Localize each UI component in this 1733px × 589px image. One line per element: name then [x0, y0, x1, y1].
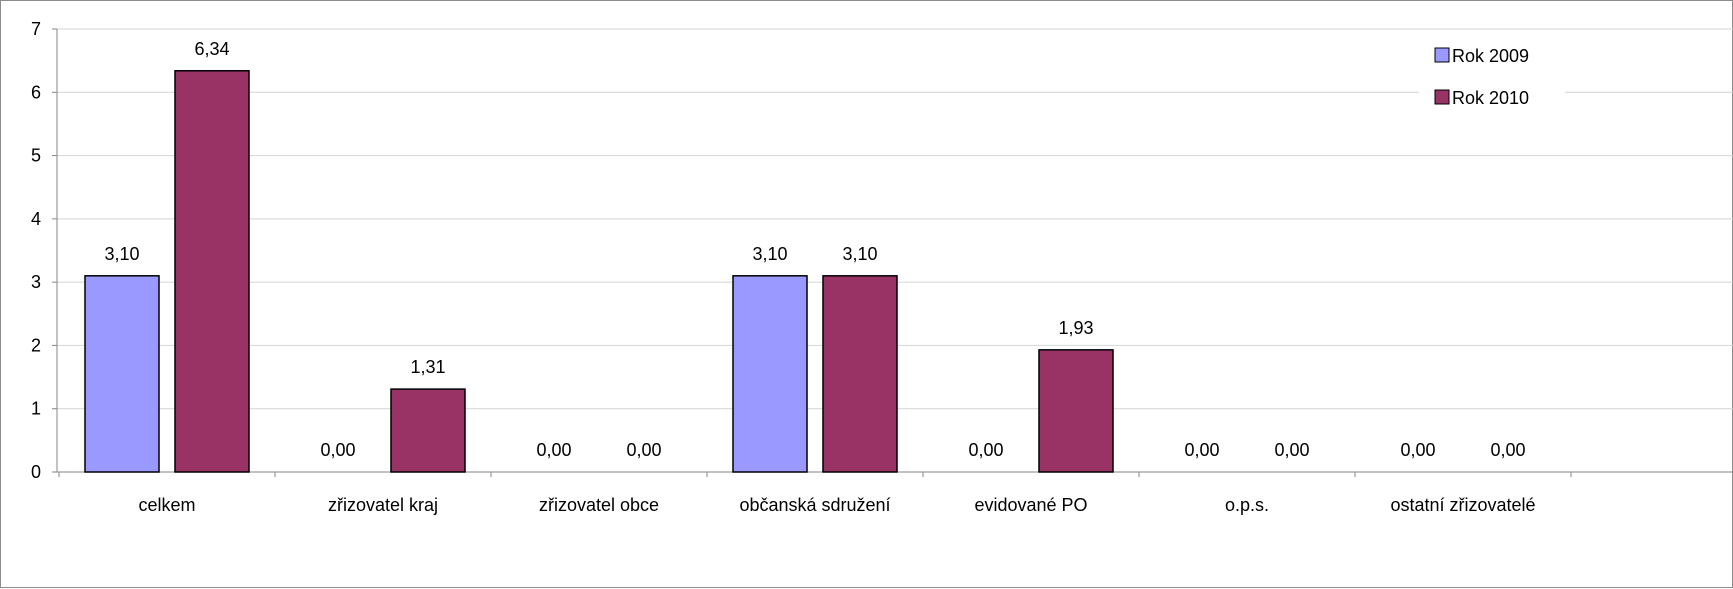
data-label: 0,00 [626, 440, 661, 460]
y-tick-label: 7 [31, 19, 41, 39]
data-labels: 3,10 6,34 0,00 1,31 0,00 0,00 3,10 3,10 0,00 1,93… [104, 39, 1525, 460]
y-tick-label: 0 [31, 462, 41, 482]
bar [732, 275, 808, 473]
legend: Rok 2009 Rok 2010 [1419, 33, 1565, 123]
category-label: zřizovatel kraj [328, 495, 438, 515]
category-label: celkem [138, 495, 195, 515]
data-label: 0,00 [320, 440, 355, 460]
data-label: 0,00 [1184, 440, 1219, 460]
data-label: 0,00 [1274, 440, 1309, 460]
y-tick-label: 1 [31, 399, 41, 419]
data-label: 3,10 [104, 244, 139, 264]
data-label: 0,00 [536, 440, 571, 460]
data-label: 1,93 [1058, 318, 1093, 338]
data-label: 1,31 [410, 357, 445, 377]
axes: 0 1 2 3 4 5 6 7 celkem zřizovatel kraj zřizovatel … [31, 19, 1733, 515]
legend-swatch [1434, 47, 1450, 63]
legend-label: Rok 2010 [1452, 88, 1529, 108]
legend-swatch [1434, 89, 1450, 105]
category-label: o.p.s. [1225, 495, 1269, 515]
data-label: 0,00 [968, 440, 1003, 460]
bar [174, 70, 250, 473]
data-label: 3,10 [752, 244, 787, 264]
bar [1038, 349, 1114, 473]
y-tick-label: 4 [31, 209, 41, 229]
data-label: 6,34 [194, 39, 229, 59]
category-label: zřizovatel obce [539, 495, 659, 515]
data-label: 0,00 [1490, 440, 1525, 460]
y-tick-label: 2 [31, 335, 41, 355]
y-tick-label: 6 [31, 82, 41, 102]
category-label: ostatní zřizovatelé [1390, 495, 1535, 515]
y-tick-label: 5 [31, 146, 41, 166]
bar [822, 275, 898, 473]
legend-label: Rok 2009 [1452, 46, 1529, 66]
y-tick-label: 3 [31, 272, 41, 292]
data-label: 3,10 [842, 244, 877, 264]
bar [84, 275, 160, 473]
bar [390, 388, 466, 473]
category-label: evidované PO [974, 495, 1087, 515]
data-label: 0,00 [1400, 440, 1435, 460]
bars [84, 70, 1114, 473]
category-label: občanská sdružení [739, 495, 890, 515]
